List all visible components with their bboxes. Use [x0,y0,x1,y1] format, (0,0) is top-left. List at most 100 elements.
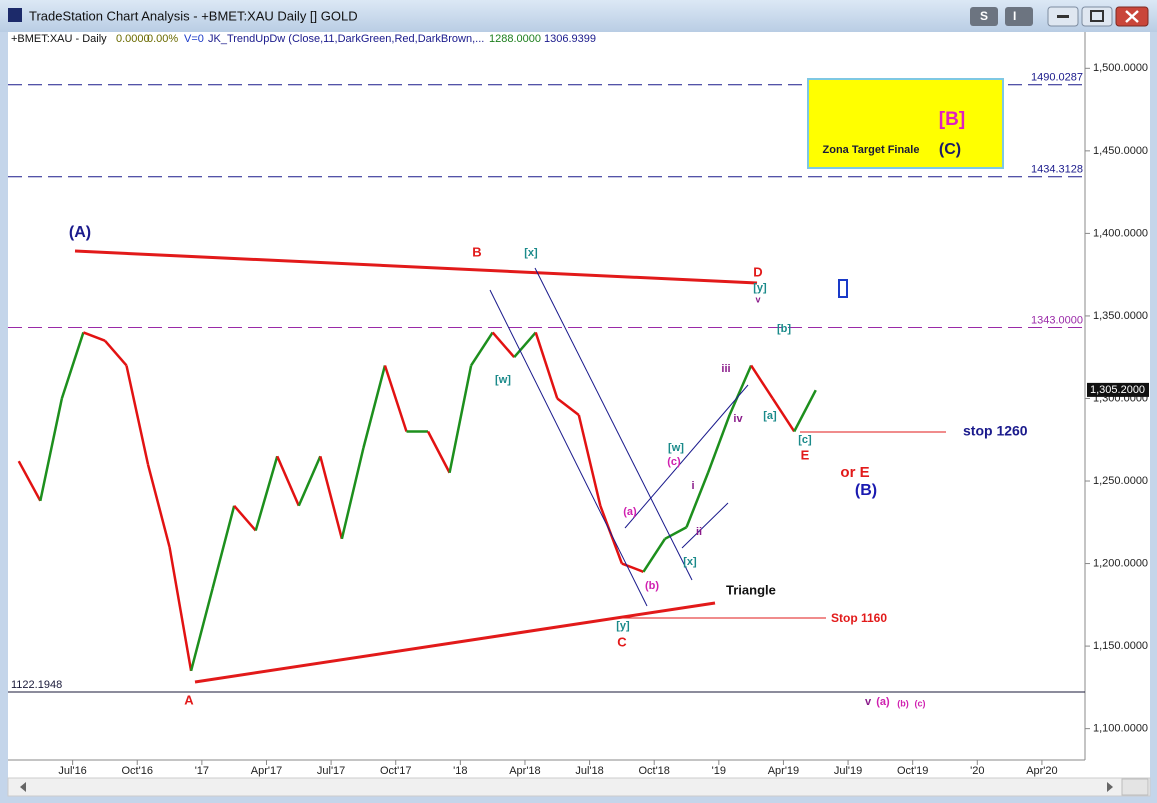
x-tick-label: Apr'18 [509,765,540,777]
channel-line [489,289,648,607]
price-segment [168,546,193,672]
channel-line [681,502,729,549]
x-tick-label: Apr'20 [1026,765,1057,777]
price-segment [17,460,42,502]
scroll-right[interactable] [1107,782,1113,792]
y-tick-label: 1,500.0000 [1093,62,1148,74]
maximize-icon [1090,10,1104,22]
price-segment [82,331,106,342]
price-segment [577,414,602,507]
close-icon [1125,10,1139,23]
price-segment [685,472,710,528]
price-segment [771,397,796,433]
wave-label: ii [696,526,702,538]
i-button-label[interactable]: I [1013,9,1016,23]
scroll-left[interactable] [20,782,26,792]
wave-label: (b) [645,580,659,592]
scrollbar[interactable] [7,777,1151,797]
price-segment [39,398,64,502]
wave-label: [x] [683,556,697,568]
target-label: Zona Target Finale [823,144,920,156]
wave-label: [b] [777,323,791,335]
price-segment [340,447,365,540]
wave-label: (c) [915,698,926,708]
price-segment [189,588,214,672]
price-segment [146,464,171,548]
wave-label: E [801,447,810,462]
x-tick-label: Oct'17 [380,765,411,777]
price-segment [621,562,644,573]
volume: V=0 [184,33,204,45]
level-label: 1490.0287 [1031,72,1083,84]
price-segment [534,332,559,399]
y-tick-label: 1,350.0000 [1093,310,1148,322]
level-label: 1434.3128 [1031,164,1083,176]
wave-label: i [691,480,694,492]
x-tick-label: '19 [712,765,726,777]
x-tick-label: Oct'19 [897,765,928,777]
pattern-label: Triangle [726,582,776,597]
price-segment [319,455,344,540]
s-button[interactable] [970,7,998,26]
i-button[interactable] [1005,7,1033,26]
wave-label: (c) [667,456,681,468]
x-tick-label: Oct'16 [122,765,153,777]
wave-label: [w] [495,374,511,386]
last-price-box [1087,382,1149,397]
price-segment [60,332,85,399]
x-tick-label: Apr'19 [768,765,799,777]
marker [838,279,848,298]
price-segment [793,389,817,433]
indicator-value: 1288.0000 [489,33,541,45]
stop-label: Stop 1160 [831,611,887,625]
s-button-label[interactable]: S [980,9,988,23]
price-segment [706,414,731,474]
target-label: [B] [939,109,965,130]
price-segment [426,430,451,474]
wave-label: [c] [798,434,812,446]
wave-label: B [472,244,481,259]
price-segment [103,339,128,367]
price-segment [556,397,580,416]
x-tick-label: '18 [453,765,467,777]
wave-label: [y] [616,620,630,632]
price-segment [491,331,516,359]
wave-label: v [865,696,872,708]
maximize-button[interactable] [1081,6,1113,27]
trendline [74,249,758,285]
symbol: +BMET:XAU - Daily [11,33,107,45]
wave-label: or E [840,464,869,481]
wave-label: A [184,692,194,707]
price-segment [448,365,473,474]
y-tick-label: 1,200.0000 [1093,557,1148,569]
wave-label: (A) [69,224,91,241]
trendline [194,601,716,684]
price-segment [728,364,753,416]
channel-line [624,384,749,529]
wave-label: iii [721,363,730,375]
minimize-icon [1057,15,1069,18]
target-label: (C) [939,141,961,158]
wave-label: [x] [524,247,538,259]
wave-label: v [755,294,760,304]
target-box [807,78,1004,169]
wave-label: [y] [753,282,767,294]
wave-label: (B) [855,482,877,499]
scroll-thumb[interactable] [1121,778,1149,796]
level-label: 1122.1948 [11,679,62,691]
change-pct: 0.00% [147,33,178,45]
wave-label: [a] [763,410,777,422]
level-label: 1343.0000 [1031,314,1083,326]
price-segment [276,455,300,507]
wave-label: [w] [668,442,684,454]
wave-label: iv [733,413,743,425]
wave-label: C [617,634,627,649]
indicator-value: 1306.9399 [544,33,596,45]
wave-label: (b) [897,698,909,708]
wave-label: (a) [623,506,637,518]
y-tick-label: 1,400.0000 [1093,227,1148,239]
x-tick-label: Oct'18 [638,765,669,777]
wave-label: (a) [876,696,890,708]
y-tick-label: 1,100.0000 [1093,723,1148,735]
